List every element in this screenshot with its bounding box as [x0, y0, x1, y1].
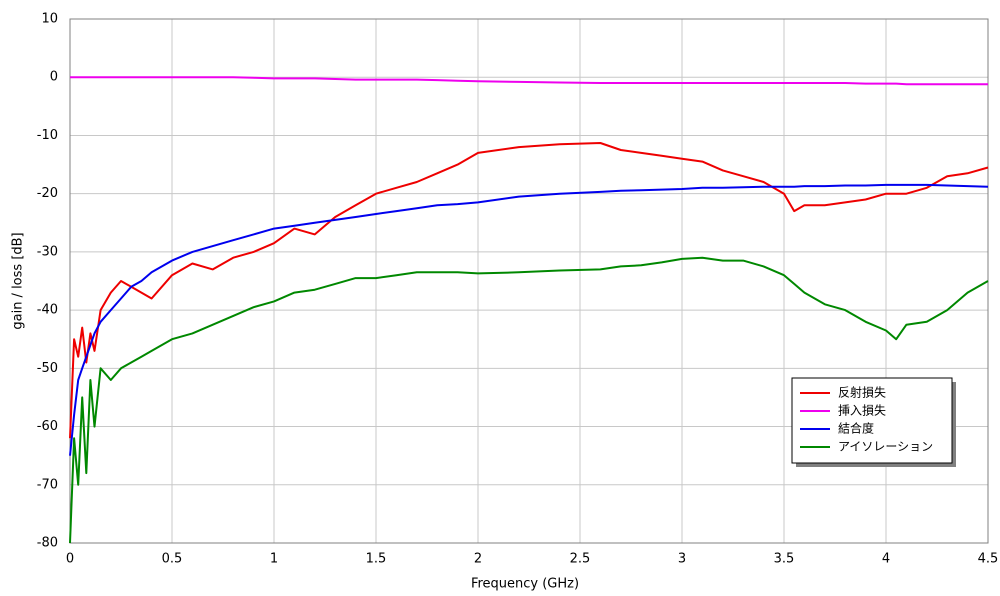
y-tick-label: -70 [37, 477, 58, 492]
x-tick-label: 2.5 [570, 552, 591, 567]
y-tick-label: -60 [37, 419, 58, 434]
legend-label: アイソレーション [838, 440, 933, 454]
x-axis-title: Frequency (GHz) [471, 577, 579, 592]
y-tick-label: -80 [37, 536, 58, 551]
x-tick-label: 0 [66, 552, 74, 567]
y-tick-label: -30 [37, 244, 58, 259]
legend-label: 結合度 [838, 421, 874, 436]
series-line [69, 183, 989, 456]
y-tick-label: -50 [37, 361, 58, 376]
x-tick-label: 3 [678, 552, 686, 567]
series-line [70, 76, 988, 86]
legend-label: 挿入損失 [838, 403, 886, 418]
series-line [69, 256, 989, 544]
x-tick-label: 3.5 [774, 552, 795, 567]
y-tick-label: -40 [37, 303, 58, 318]
y-tick-label: 0 [50, 70, 58, 85]
x-tick-label: 2 [474, 552, 482, 567]
x-tick-label: 0.5 [162, 552, 183, 567]
legend-label: 反射損失 [838, 385, 886, 400]
y-tick-label: -20 [37, 186, 58, 201]
y-tick-label: -10 [37, 128, 58, 143]
y-axis-title: gain / loss [dB] [11, 232, 26, 329]
y-tick-label: 10 [41, 12, 58, 27]
x-tick-label: 1.5 [366, 552, 387, 567]
x-tick-label: 4 [882, 552, 890, 567]
x-tick-label: 4.5 [978, 552, 999, 567]
series-line [69, 142, 989, 439]
x-tick-label: 1 [270, 552, 278, 567]
